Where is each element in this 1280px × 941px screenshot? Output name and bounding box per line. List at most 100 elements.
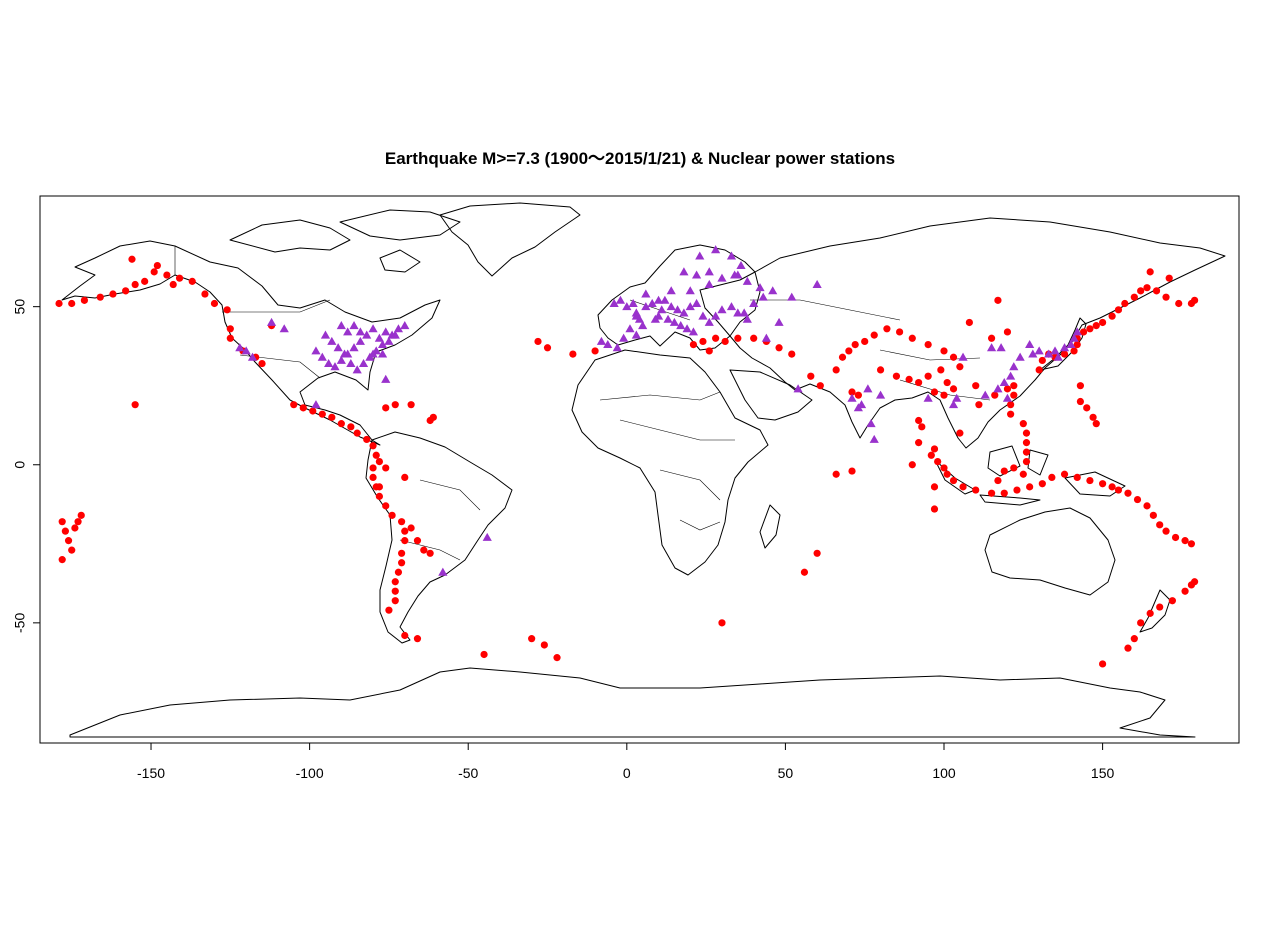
nuclear-station-point <box>695 251 705 260</box>
earthquake-point <box>848 388 856 396</box>
earthquake-point <box>407 401 415 409</box>
earthquake-point <box>413 635 422 643</box>
earthquake-point <box>369 464 377 472</box>
earthquake-point <box>1070 347 1078 355</box>
earthquake-point <box>918 423 926 431</box>
earthquake-point <box>924 341 932 349</box>
nuclear-station-point <box>619 333 629 342</box>
nuclear-station-point <box>742 276 752 285</box>
earthquake-point <box>372 451 380 459</box>
nuclear-station-point <box>1072 327 1082 336</box>
earthquake-point <box>426 416 434 425</box>
nuclear-station-point <box>374 333 384 342</box>
y-tick-label: 0 <box>12 461 28 469</box>
earthquake-point <box>337 420 345 428</box>
nuclear-station-point <box>758 292 768 301</box>
nuclear-station-point <box>352 365 362 374</box>
nuclear-station-point <box>349 321 359 330</box>
nuclear-station-point <box>691 270 702 279</box>
earthquake-point <box>956 429 964 437</box>
earthquake-point <box>937 366 945 374</box>
nuclear-station-point <box>660 295 670 304</box>
earthquake-point <box>972 486 980 494</box>
nuclear-station-point <box>235 343 245 352</box>
earthquake-point <box>908 334 916 342</box>
earthquake-point <box>1003 385 1012 393</box>
earthquake-point <box>1165 274 1173 282</box>
earthquake-point <box>128 255 136 263</box>
earthquake-point <box>369 442 377 450</box>
earthquake-point <box>1013 486 1021 494</box>
nuclear-station-point <box>266 317 277 326</box>
earthquake-point <box>1168 597 1176 605</box>
nuclear-station-point <box>327 336 337 345</box>
earthquake-point <box>407 524 415 532</box>
earthquake-point <box>1007 410 1015 418</box>
nuclear-station-point <box>704 267 714 276</box>
x-tick-label: -50 <box>458 765 478 781</box>
earthquake-point <box>949 353 958 361</box>
nuclear-station-point <box>625 324 635 333</box>
earthquake-point <box>64 537 73 545</box>
earthquake-point <box>1114 486 1123 494</box>
nuclear-power-station-points <box>235 245 1082 576</box>
earthquake-point <box>1130 635 1138 643</box>
earthquake-point <box>1076 382 1085 390</box>
nuclear-station-point <box>330 362 340 371</box>
nuclear-station-point <box>650 314 660 323</box>
nuclear-station-point <box>853 403 863 412</box>
earthquake-point <box>369 473 377 482</box>
earthquake-point <box>905 375 913 383</box>
earthquake-point <box>299 404 307 412</box>
earthquake-point <box>68 299 76 308</box>
earthquake-point <box>1130 293 1138 301</box>
earthquake-point <box>699 337 707 346</box>
nuclear-station-point <box>346 358 356 368</box>
earthquake-point <box>987 489 996 497</box>
nuclear-station-point <box>685 302 695 311</box>
earthquake-point <box>258 359 266 368</box>
earthquake-point <box>1143 502 1151 510</box>
antarctica-outline <box>69 667 1196 738</box>
earthquake-point <box>591 347 599 355</box>
madagascar-outline <box>759 504 781 549</box>
earthquake-point <box>391 401 399 409</box>
earthquake-point <box>883 325 891 333</box>
nuclear-station-point <box>717 305 727 314</box>
europe-outline <box>597 244 756 351</box>
axes: -150 -100 -50 0 50 100 150 -50 0 50 <box>12 299 1115 781</box>
earthquake-point <box>1143 284 1151 292</box>
nuclear-station-point <box>923 393 933 402</box>
earthquake-point <box>861 337 869 346</box>
earthquake-point <box>1146 268 1154 276</box>
world-map <box>61 202 1226 738</box>
earthquake-point <box>163 271 171 279</box>
nuclear-station-point <box>739 308 749 317</box>
nuclear-station-point <box>787 292 797 301</box>
nuclear-station-point <box>320 330 331 339</box>
earthquake-point <box>927 451 935 459</box>
earthquake-point <box>1162 293 1170 301</box>
earthquake-point <box>1092 420 1100 428</box>
earthquake-point <box>1181 587 1189 595</box>
earthquake-point <box>705 347 713 355</box>
earthquake-point <box>940 464 948 472</box>
earthquake-point <box>528 635 536 643</box>
x-tick-label: 50 <box>778 765 794 781</box>
earthquake-point <box>401 631 409 640</box>
earthquake-point <box>845 347 853 355</box>
nuclear-station-point <box>368 349 378 358</box>
nuclear-station-point <box>336 321 346 330</box>
nuclear-station-point <box>704 317 714 326</box>
earthquake-point <box>1108 312 1116 320</box>
nuclear-station-point <box>676 321 686 330</box>
earthquake-point <box>1086 325 1094 333</box>
nuclear-station-point <box>603 340 613 349</box>
earthquake-point <box>838 353 847 361</box>
earthquake-point <box>1026 483 1034 491</box>
earthquake-point <box>1108 483 1116 491</box>
earthquake-point <box>1137 619 1145 627</box>
earthquake-point <box>401 527 409 535</box>
nuclear-station-point <box>986 343 997 352</box>
